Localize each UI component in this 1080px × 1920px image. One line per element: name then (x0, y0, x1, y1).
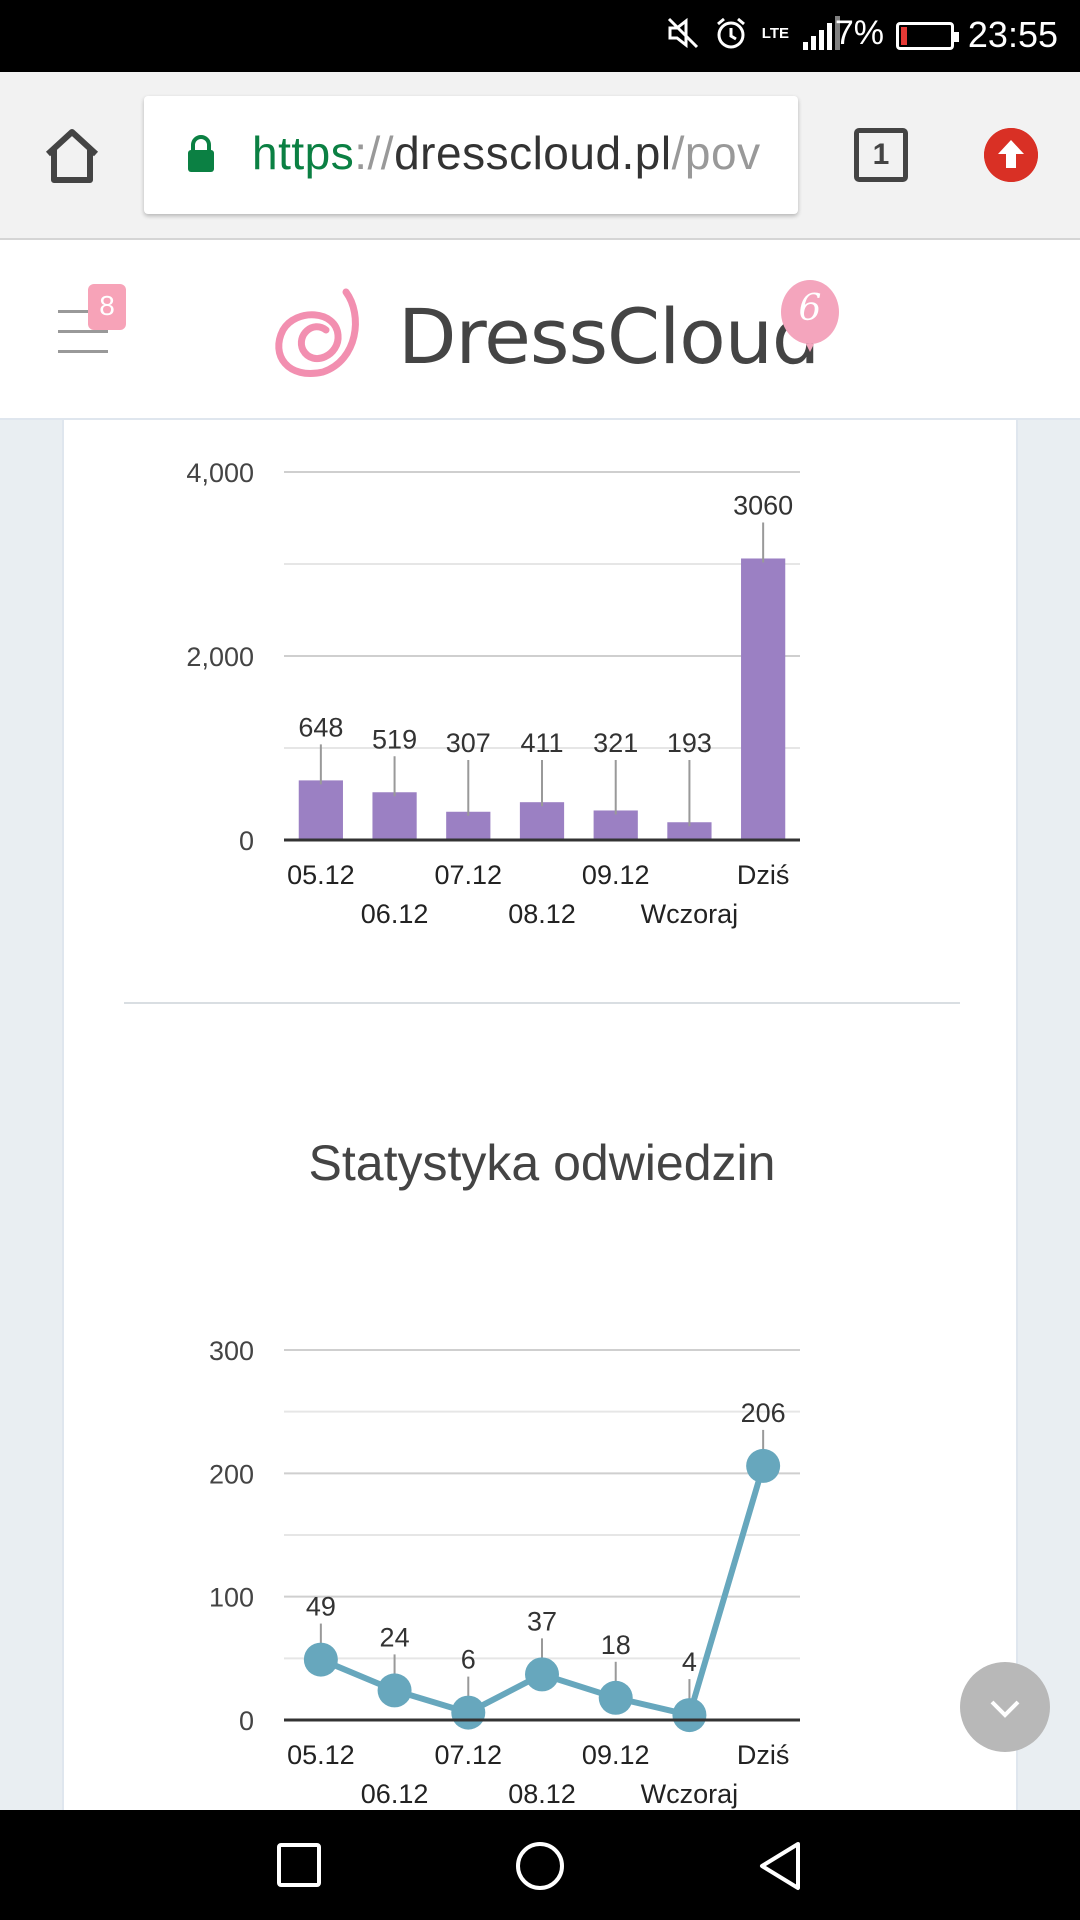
y-tick-label: 0 (239, 826, 254, 856)
data-label: 24 (380, 1622, 410, 1652)
x-tick-label: Dziś (737, 1740, 790, 1770)
x-tick-label: Wczoraj (641, 899, 739, 929)
alarm-icon (716, 17, 745, 49)
data-point (303, 1642, 338, 1677)
battery-icon (896, 22, 959, 50)
menu-icon[interactable] (58, 310, 108, 354)
stats-card: 0 2,000 4,000 05.12 06.12 07.12 08.12 09.12 Wczo… (62, 420, 1018, 1810)
url-host: dresscloud.pl (394, 127, 672, 179)
url-bar[interactable]: https://dresscloud.pl/pov (144, 96, 798, 214)
tab-switcher-button[interactable]: 1 (854, 128, 908, 182)
y-tick-label: 100 (209, 1583, 254, 1613)
url-scheme: https (252, 127, 355, 179)
url-path: /pov (671, 127, 761, 179)
data-point (451, 1695, 486, 1730)
system-nav-bar (0, 1810, 1080, 1920)
x-tick-label: Wczoraj (641, 1779, 739, 1809)
clock: 23:55 (967, 14, 1058, 55)
data-label: 6 (461, 1645, 476, 1675)
bar (372, 792, 417, 840)
bar (667, 822, 712, 840)
menu-notification-badge: 8 (88, 284, 126, 330)
mute-icon (667, 17, 698, 49)
recent-apps-icon[interactable] (276, 1842, 322, 1888)
data-label: 3060 (733, 490, 793, 520)
data-label: 321 (593, 728, 638, 758)
x-tick-label: 09.12 (582, 860, 650, 890)
lock-icon (188, 135, 214, 172)
x-tick-label: 08.12 (508, 899, 576, 929)
data-label: 49 (306, 1592, 336, 1622)
y-tick-label: 2,000 (186, 642, 254, 672)
bar (519, 802, 565, 840)
bar (446, 811, 491, 840)
data-point (377, 1673, 412, 1708)
x-tick-label: 08.12 (508, 1779, 576, 1809)
url-text: https://dresscloud.pl/pov (252, 126, 761, 180)
y-tick-label: 300 (209, 1336, 254, 1366)
data-point (598, 1680, 633, 1715)
x-tick-label: 05.12 (287, 860, 355, 890)
data-label: 193 (667, 728, 712, 758)
status-icons: LTE (666, 16, 840, 50)
battery-percent: 7% (834, 14, 884, 52)
browser-toolbar: https://dresscloud.pl/pov 1 (0, 72, 1080, 240)
y-tick-label: 0 (239, 1706, 254, 1736)
data-label: 18 (601, 1630, 631, 1660)
x-tick-label: 07.12 (434, 1740, 502, 1770)
back-icon[interactable] (756, 1840, 802, 1892)
data-label: 307 (446, 728, 491, 758)
url-separator: :// (354, 127, 395, 179)
dresscloud-logo-icon[interactable] (268, 280, 368, 390)
site-header: 8 DressCloud 6 (0, 240, 1080, 420)
section-divider (124, 1002, 960, 1004)
bar (298, 780, 343, 840)
x-tick-label: 06.12 (361, 899, 429, 929)
visits-section-title: Statystyka odwiedzin (308, 1135, 776, 1191)
data-point (672, 1698, 707, 1733)
data-label: 519 (372, 724, 417, 754)
y-tick-label: 200 (209, 1459, 254, 1489)
data-point (746, 1448, 781, 1483)
data-label: 206 (741, 1398, 786, 1428)
data-label: 4 (682, 1647, 697, 1677)
data-label: 37 (527, 1606, 557, 1636)
y-tick-label: 4,000 (186, 458, 254, 488)
network-type: LTE (761, 24, 789, 42)
home-icon[interactable] (40, 124, 104, 188)
data-label: 411 (520, 728, 563, 758)
update-icon[interactable] (984, 128, 1038, 182)
brand-name[interactable]: DressCloud (398, 292, 820, 381)
x-tick-label: 07.12 (434, 860, 502, 890)
home-circle-icon[interactable] (514, 1840, 566, 1892)
signal-icon (803, 16, 840, 50)
data-label: 648 (298, 712, 343, 742)
x-tick-label: Dziś (737, 860, 790, 890)
bar (741, 558, 786, 840)
status-bar: LTE 7% 23:55 (0, 0, 1080, 72)
balloon-number: 6 (798, 288, 822, 329)
x-tick-label: 09.12 (582, 1740, 650, 1770)
x-tick-label: 05.12 (287, 1740, 355, 1770)
x-tick-label: 06.12 (361, 1779, 429, 1809)
chevron-down-icon (990, 1700, 1020, 1718)
scroll-down-button[interactable] (960, 1662, 1050, 1752)
data-point (525, 1657, 559, 1692)
bar (593, 810, 638, 840)
balloon-icon (781, 280, 839, 352)
